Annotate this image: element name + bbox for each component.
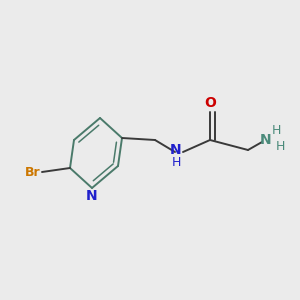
Text: H: H — [271, 124, 281, 136]
Text: Br: Br — [24, 166, 40, 178]
Text: N: N — [86, 189, 98, 203]
Text: N: N — [260, 133, 272, 147]
Text: O: O — [204, 96, 216, 110]
Text: H: H — [275, 140, 285, 152]
Text: H: H — [171, 155, 181, 169]
Text: N: N — [170, 143, 182, 157]
